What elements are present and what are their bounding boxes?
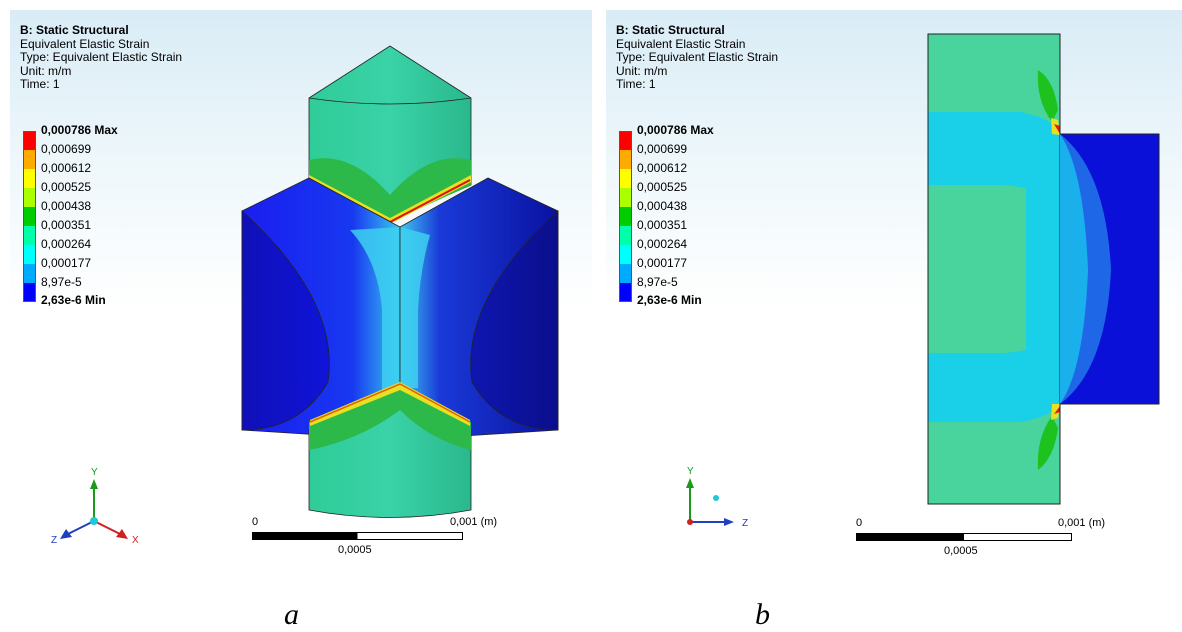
result-type: Type: Equivalent Elastic Strain <box>616 50 779 64</box>
legend-swatch <box>23 188 36 207</box>
legend-label: 0,000351 <box>637 218 688 232</box>
result-unit: Unit: m/m <box>20 63 72 78</box>
legend-swatch <box>23 245 36 264</box>
legend-swatch <box>23 283 36 302</box>
legend-swatch <box>23 226 36 245</box>
legend-label: 0,000612 <box>41 161 92 175</box>
legend-swatch <box>619 264 632 283</box>
triad-x-label: X <box>132 535 139 546</box>
result-info: B: Static Structural Equivalent Elastic … <box>616 23 779 92</box>
legend-label: 0,000177 <box>41 256 92 270</box>
legend-label: 0,000438 <box>637 199 688 213</box>
legend-max-label: 0,000786 Max <box>637 123 714 137</box>
triad-z-label: Z <box>51 535 57 546</box>
scale-end-label: 0,001 (m) <box>450 516 498 528</box>
legend-swatch <box>23 169 36 188</box>
legend-swatch <box>619 150 632 169</box>
triad-z-label: Z <box>742 518 748 529</box>
scale-mid-label: 0,0005 <box>944 545 978 557</box>
legend-swatch <box>619 245 632 264</box>
caption-b: b <box>755 598 770 631</box>
result-type: Type: Equivalent Elastic Strain <box>20 50 183 64</box>
result-name: Equivalent Elastic Strain <box>20 36 150 51</box>
legend-label: 0,000438 <box>41 199 92 213</box>
legend-swatch <box>23 264 36 283</box>
legend-swatch <box>619 131 632 150</box>
legend-label: 8,97e-5 <box>637 275 678 289</box>
triad-y-label: Y <box>91 467 98 478</box>
result-unit: Unit: m/m <box>616 63 668 78</box>
legend-swatch <box>619 169 632 188</box>
legend-swatch <box>619 188 632 207</box>
result-info: B: Static Structural Equivalent Elastic … <box>20 23 183 92</box>
result-name: Equivalent Elastic Strain <box>616 36 746 51</box>
model-2d-section[interactable] <box>606 10 1182 575</box>
legend-label: 8,97e-5 <box>41 275 82 289</box>
legend-label: 0,000612 <box>637 161 688 175</box>
scale-end-label: 0,001 (m) <box>1058 517 1106 529</box>
legend-label: 0,000264 <box>637 237 688 251</box>
legend-label: 0,000525 <box>41 180 92 194</box>
analysis-title: B: Static Structural <box>616 23 725 37</box>
legend-label: 0,000525 <box>637 180 688 194</box>
legend-label: 0,000264 <box>41 237 92 251</box>
scale-ruler <box>252 532 463 540</box>
triad-y-label: Y <box>687 466 694 477</box>
scale-bar: 0 0,001 (m) 0,0005 <box>856 517 1105 562</box>
legend-label: 0,000699 <box>41 142 92 156</box>
legend-swatch <box>619 226 632 245</box>
coordinate-triad[interactable]: Y X Z <box>50 465 160 550</box>
legend-swatch <box>619 283 632 302</box>
legend-label: 0,000699 <box>637 142 688 156</box>
legend-min-label: 2,63e-6 Min <box>637 293 702 307</box>
legend-swatch <box>23 150 36 169</box>
analysis-title: B: Static Structural <box>20 23 129 37</box>
scale-mid-label: 0,0005 <box>338 544 372 556</box>
result-time: Time: 1 <box>20 77 60 91</box>
scale-bar: 0 0,001 (m) 0,0005 <box>252 516 497 561</box>
legend-min-label: 2,63e-6 Min <box>41 293 106 307</box>
model-3d-view[interactable] <box>10 10 592 575</box>
viewport-a[interactable]: B: Static Structural Equivalent Elastic … <box>10 10 592 575</box>
legend-label: 0,000351 <box>41 218 92 232</box>
legend-label: 0,000177 <box>637 256 688 270</box>
legend-swatch <box>23 207 36 226</box>
viewport-b[interactable]: B: Static Structural Equivalent Elastic … <box>606 10 1182 575</box>
legend-max-label: 0,000786 Max <box>41 123 118 137</box>
coordinate-triad[interactable]: Y Z <box>666 458 776 543</box>
legend-swatch <box>23 131 36 150</box>
result-time: Time: 1 <box>616 77 656 91</box>
legend-swatch <box>619 207 632 226</box>
scale-zero-label: 0 <box>856 517 863 529</box>
scale-ruler <box>856 533 1072 541</box>
scale-zero-label: 0 <box>252 516 259 528</box>
caption-a: a <box>284 598 299 631</box>
